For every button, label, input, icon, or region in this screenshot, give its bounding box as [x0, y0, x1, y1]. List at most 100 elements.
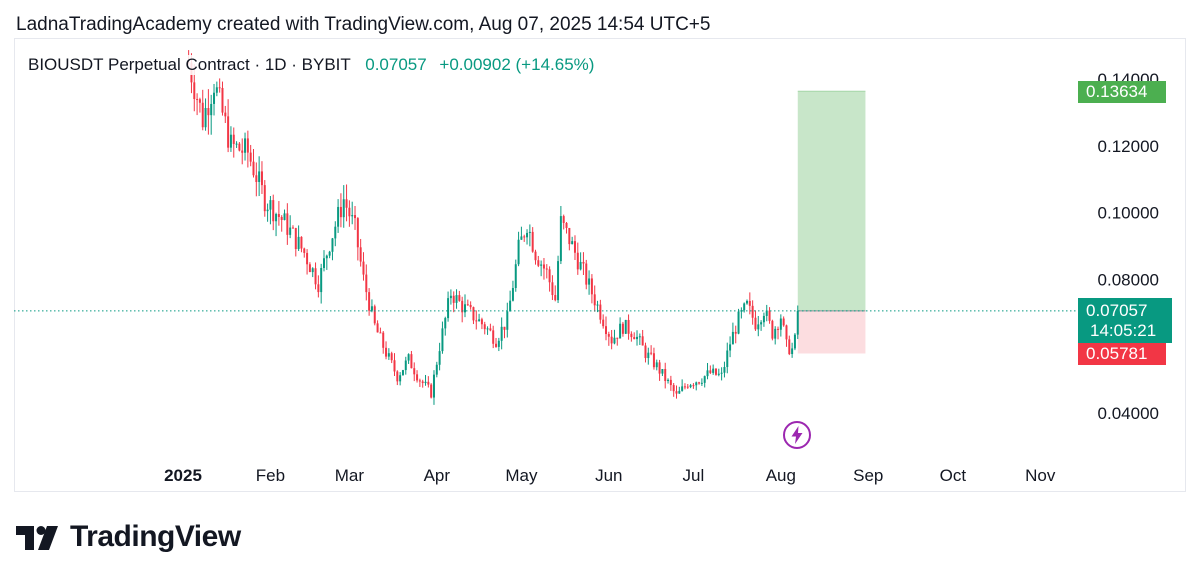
candle: [483, 321, 486, 335]
candle: [291, 225, 294, 229]
candle: [396, 370, 399, 386]
candle: [793, 333, 796, 351]
candle: [334, 221, 337, 247]
symbol-legend[interactable]: BIOUSDT Perpetual Contract · 1D · BYBIT …: [26, 55, 597, 75]
candle: [582, 252, 585, 275]
candle: [407, 353, 410, 364]
candle: [438, 342, 441, 371]
candle: [311, 267, 314, 278]
candle: [658, 359, 661, 381]
candle: [421, 379, 424, 388]
time-tick-label: Oct: [940, 466, 967, 485]
target-price-tag: 0.13634: [1078, 81, 1166, 103]
profit-zone[interactable]: [797, 91, 866, 311]
candle: [266, 203, 269, 222]
candle: [652, 347, 655, 370]
price-change-value: +0.00902 (+14.65%): [439, 55, 595, 74]
time-tick-label: Aug: [766, 466, 796, 485]
candle: [260, 161, 263, 194]
candle: [734, 325, 737, 344]
candle: [607, 331, 610, 346]
candle: [198, 97, 201, 113]
candle: [379, 327, 382, 334]
candle: [511, 280, 514, 302]
candle: [495, 337, 498, 348]
symbol-name[interactable]: BIOUSDT Perpetual Contract · 1D · BYBIT: [28, 55, 351, 74]
candle: [466, 299, 469, 306]
candle: [455, 289, 458, 309]
time-tick-label: Apr: [424, 466, 451, 485]
candle: [590, 274, 593, 304]
chart-attribution: LadnaTradingAcademy created with Trading…: [16, 14, 711, 35]
candle: [706, 362, 709, 380]
candle: [644, 342, 647, 363]
candle: [754, 310, 757, 331]
candle: [509, 290, 512, 312]
candle: [385, 341, 388, 360]
candle: [703, 375, 706, 388]
candle: [641, 329, 644, 346]
loss-zone[interactable]: [797, 310, 866, 354]
price-tick-label: 0.08000: [1098, 270, 1159, 289]
candle: [785, 324, 788, 347]
stop-price-tag: 0.05781: [1078, 343, 1166, 365]
candle: [748, 292, 751, 315]
time-tick-label: Sep: [853, 466, 883, 485]
lightning-bolt-icon[interactable]: [782, 420, 812, 450]
candle: [602, 314, 605, 329]
candle: [791, 342, 794, 358]
candle: [393, 353, 396, 376]
candle: [548, 266, 551, 292]
candle: [740, 307, 743, 319]
candle: [588, 270, 591, 295]
candle: [762, 312, 765, 327]
candle: [410, 350, 413, 369]
candle: [554, 285, 557, 302]
candle: [480, 317, 483, 330]
candle: [768, 307, 771, 324]
candle: [348, 200, 351, 227]
time-tick-label: May: [505, 466, 538, 485]
candle: [788, 335, 791, 356]
candle: [435, 361, 438, 378]
candle: [215, 81, 218, 97]
candle: [382, 331, 385, 354]
candle: [655, 359, 658, 371]
candle: [675, 385, 678, 399]
candle: [337, 199, 340, 233]
candle: [376, 320, 379, 333]
candle: [413, 362, 416, 382]
candle: [573, 235, 576, 261]
candle: [757, 316, 760, 337]
candle: [774, 326, 777, 345]
last-price-tag: 0.07057 14:05:21: [1078, 298, 1172, 343]
candle: [619, 317, 622, 339]
tradingview-logo[interactable]: TradingView: [16, 520, 241, 554]
position-zones: [797, 90, 866, 354]
candle: [526, 229, 529, 245]
candle: [720, 367, 723, 381]
time-tick-label: Jun: [595, 466, 622, 485]
candle: [692, 383, 695, 389]
candle: [579, 252, 582, 271]
candle: [300, 236, 303, 253]
candle: [506, 302, 509, 338]
candle: [283, 209, 286, 221]
chart-frame[interactable]: [14, 38, 1186, 492]
candle: [698, 381, 701, 385]
candle: [726, 342, 729, 374]
price-tick-label: 0.12000: [1098, 137, 1159, 156]
candle: [263, 180, 266, 217]
time-tick-label: Nov: [1025, 466, 1056, 485]
candle: [717, 368, 720, 377]
candle: [616, 337, 619, 346]
candle: [255, 162, 258, 197]
candle: [599, 299, 602, 324]
candle: [647, 347, 650, 365]
last-price-label: 0.07057: [1086, 300, 1148, 320]
candle: [664, 362, 667, 389]
candle: [605, 316, 607, 341]
candle: [449, 289, 452, 305]
candle: [404, 356, 407, 375]
